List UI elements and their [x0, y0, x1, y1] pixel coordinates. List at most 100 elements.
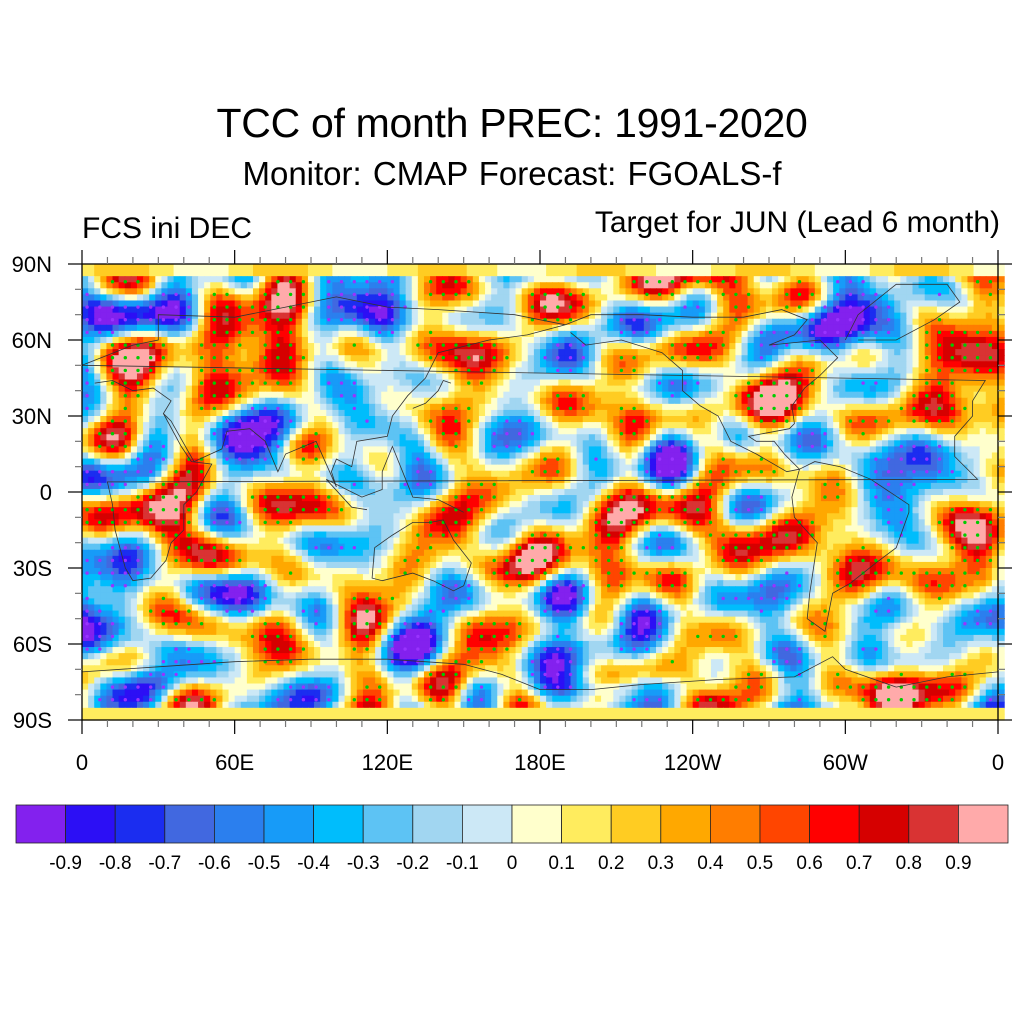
field-cell: [411, 440, 419, 447]
field-cell: [894, 391, 901, 399]
field-cell: [399, 391, 407, 399]
field-cell: [698, 361, 706, 368]
field-cell: [106, 276, 114, 283]
field-cell: [417, 373, 425, 381]
field-cell: [271, 270, 279, 277]
field-cell: [369, 294, 376, 302]
field-cell: [252, 397, 260, 405]
field-cell: [185, 288, 193, 295]
field-cell: [295, 276, 303, 283]
field-cell: [839, 379, 846, 387]
field-cell: [289, 343, 297, 350]
field-cell: [381, 355, 388, 362]
field-cell: [320, 428, 327, 435]
field-cell: [851, 288, 859, 295]
field-cell: [204, 391, 211, 399]
field-cell: [430, 397, 437, 405]
field-cell: [295, 422, 303, 429]
field-cell: [607, 270, 614, 277]
field-cell: [582, 282, 590, 289]
field-cell: [839, 306, 846, 314]
field-cell: [961, 270, 969, 277]
field-cell: [222, 336, 230, 344]
field-cell: [136, 355, 144, 362]
field-cell: [436, 312, 443, 320]
field-cell: [375, 288, 382, 295]
field-cell: [723, 336, 730, 344]
field-cell: [185, 452, 193, 460]
field-cell: [686, 324, 694, 332]
field-cell: [149, 343, 156, 350]
field-cell: [875, 397, 883, 405]
field-cell: [307, 288, 315, 295]
field-cell: [100, 294, 108, 302]
field-cell: [338, 324, 346, 332]
field-cell: [509, 270, 517, 277]
field-cell: [631, 434, 639, 441]
field-cell: [460, 288, 468, 295]
field-cell: [118, 458, 126, 466]
field-cell: [698, 343, 706, 350]
field-cell: [277, 361, 285, 368]
field-cell: [344, 270, 352, 277]
field-cell: [387, 312, 395, 320]
field-cell: [362, 270, 370, 277]
field-cell: [973, 318, 981, 326]
field-cell: [546, 330, 553, 338]
field-cell: [472, 440, 480, 447]
field-cell: [540, 458, 547, 466]
field-cell: [662, 367, 669, 375]
field-cell: [851, 306, 859, 314]
field-cell: [924, 336, 932, 344]
field-cell: [466, 276, 474, 283]
field-cell: [576, 367, 584, 375]
field-cell: [485, 294, 492, 302]
field-cell: [497, 391, 504, 399]
field-cell: [979, 276, 987, 283]
field-cell: [185, 422, 193, 429]
field-cell: [454, 355, 462, 362]
field-cell: [112, 391, 120, 399]
field-cell: [485, 264, 492, 271]
field-cell: [161, 385, 169, 393]
field-cell: [387, 294, 395, 302]
field-cell: [808, 361, 816, 368]
field-cell: [344, 416, 352, 423]
field-cell: [662, 446, 669, 454]
field-cell: [704, 276, 712, 283]
field-cell: [857, 300, 865, 308]
field-cell: [582, 276, 590, 283]
field-cell: [833, 373, 840, 381]
field-cell: [649, 409, 657, 417]
field-cell: [430, 422, 437, 429]
field-cell: [503, 440, 511, 447]
field-cell: [228, 446, 236, 454]
field-cell: [784, 330, 791, 338]
field-cell: [161, 349, 169, 356]
field-cell: [210, 409, 217, 417]
field-cell: [485, 270, 492, 277]
field-cell: [808, 403, 816, 411]
field-cell: [613, 452, 620, 460]
field-cell: [228, 336, 236, 344]
field-cell: [100, 355, 108, 362]
field-cell: [961, 416, 969, 423]
field-cell: [649, 330, 657, 338]
field-cell: [625, 306, 633, 314]
field-cell: [314, 324, 321, 332]
field-cell: [466, 361, 474, 368]
field-cell: [222, 288, 230, 295]
field-cell: [228, 288, 236, 295]
field-cell: [314, 416, 321, 423]
field-cell: [381, 458, 388, 466]
field-cell: [173, 276, 181, 283]
field-cell: [314, 343, 321, 350]
field-cell: [369, 446, 376, 454]
field-cell: [576, 270, 584, 277]
field-cell: [851, 403, 859, 411]
field-cell: [918, 385, 926, 393]
field-cell: [442, 318, 449, 326]
field-cell: [827, 282, 834, 289]
field-cell: [967, 458, 975, 466]
field-cell: [631, 349, 639, 356]
